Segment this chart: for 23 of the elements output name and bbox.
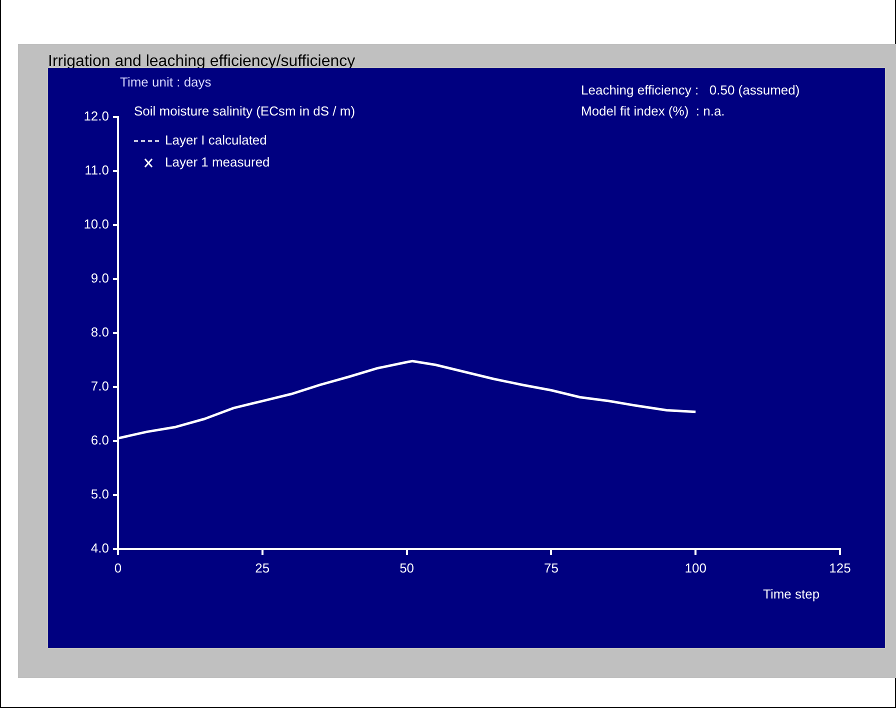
chart-title: Irrigation and leaching efficiency/sufficiency [48, 53, 356, 71]
x-tick-label: 75 [544, 560, 558, 576]
y-tick-label: 6.0 [90, 432, 109, 448]
text: Time unit : days [120, 74, 212, 90]
x-tick-label: 0 [114, 560, 122, 576]
y-tick-label: 9.0 [90, 270, 109, 286]
x-tick-label: 50 [400, 560, 414, 576]
x-tick-label: 100 [684, 560, 706, 576]
y-tick-label: 7.0 [90, 378, 109, 394]
x-tick-label: 25 [255, 560, 270, 576]
y-tick-label: 12.0 [84, 108, 109, 124]
y-axis-title: Soil moisture salinity (ECsm in dS / m) [134, 104, 356, 119]
y-tick-label: 10.0 [84, 216, 109, 232]
x-axis-title: Time step [763, 586, 820, 602]
y-tick-label: 5.0 [90, 486, 109, 502]
y-tick-label: 4.0 [90, 540, 109, 556]
legend-label: Layer 1 measured [165, 154, 270, 170]
x-tick-label: 125 [829, 560, 851, 576]
legend-label: Layer I calculated [165, 132, 267, 148]
y-tick-label: 11.0 [84, 162, 109, 178]
y-tick-label: 8.0 [90, 324, 109, 340]
annotation: Model fit index (%) : n.a. [581, 104, 725, 119]
text: Leaching efficiency : 0.50 (assumed) [581, 82, 800, 98]
